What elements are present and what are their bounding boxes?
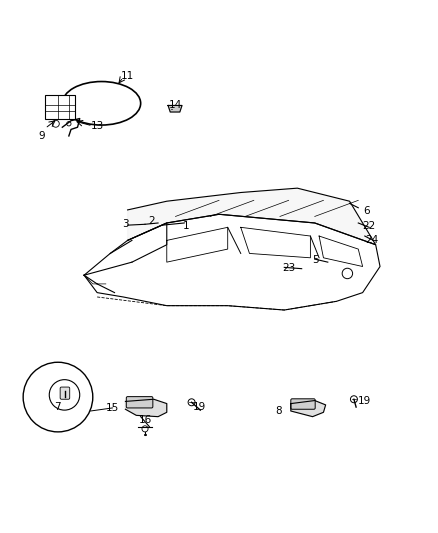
Text: 2: 2 — [148, 216, 155, 226]
Text: 13: 13 — [91, 122, 104, 131]
FancyBboxPatch shape — [60, 387, 70, 399]
FancyBboxPatch shape — [126, 397, 153, 408]
FancyBboxPatch shape — [291, 399, 315, 409]
Text: 5: 5 — [312, 255, 319, 264]
Text: 6: 6 — [364, 206, 370, 216]
Polygon shape — [291, 400, 325, 417]
Text: 1: 1 — [183, 221, 190, 231]
Text: 19: 19 — [358, 395, 371, 406]
Text: 14: 14 — [169, 100, 182, 110]
FancyBboxPatch shape — [45, 94, 75, 118]
Text: 16: 16 — [138, 415, 152, 425]
Text: 23: 23 — [282, 263, 295, 273]
Text: 24: 24 — [366, 235, 379, 245]
Text: 7: 7 — [54, 402, 60, 411]
Text: 22: 22 — [363, 221, 376, 231]
Text: 3: 3 — [122, 219, 129, 229]
Polygon shape — [127, 188, 376, 245]
Text: 8: 8 — [276, 406, 283, 416]
Text: 9: 9 — [38, 131, 45, 141]
Text: 15: 15 — [106, 403, 119, 413]
Polygon shape — [168, 106, 182, 112]
Text: 11: 11 — [121, 71, 134, 81]
Text: 19: 19 — [193, 402, 206, 411]
Polygon shape — [125, 399, 167, 417]
